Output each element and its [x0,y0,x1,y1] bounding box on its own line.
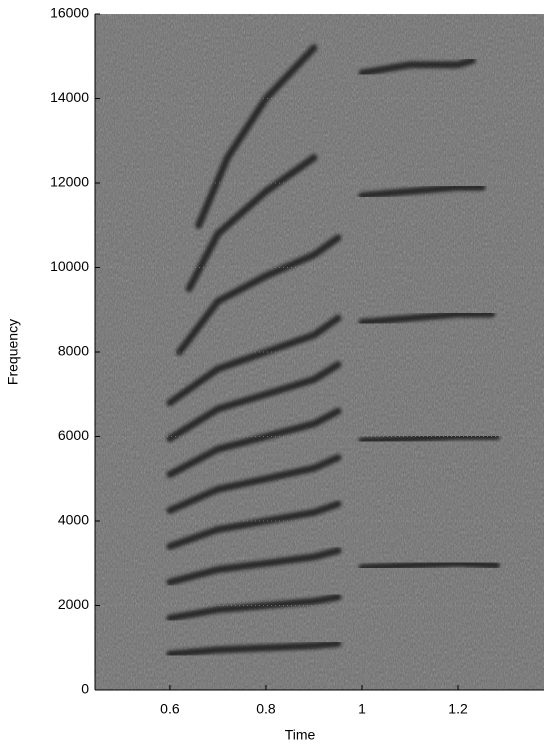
x-tick-label: 1 [358,701,366,717]
x-tick-label: 1.2 [448,701,468,717]
y-tick-label: 10000 [50,258,89,274]
y-tick-label: 12000 [50,174,89,190]
y-tick-label: 0 [81,681,89,697]
chart: Time Frequency 0 2000 4000 6000 8000 10000 120… [0,0,544,747]
x-axis-label: Time [285,727,316,743]
y-tick-label: 4000 [58,512,89,528]
plot-area [95,14,544,690]
x-tick-label: 0.8 [256,701,276,717]
y-tick-label: 8000 [58,343,89,359]
harmonic-track [362,563,497,567]
y-axis-label: Frequency [5,319,21,385]
y-tick-label: 2000 [58,596,89,612]
x-tick-label: 0.6 [160,701,180,717]
y-tick-label: 6000 [58,427,89,443]
y-tick-label: 14000 [50,89,89,105]
y-tick-label: 16000 [50,5,89,21]
